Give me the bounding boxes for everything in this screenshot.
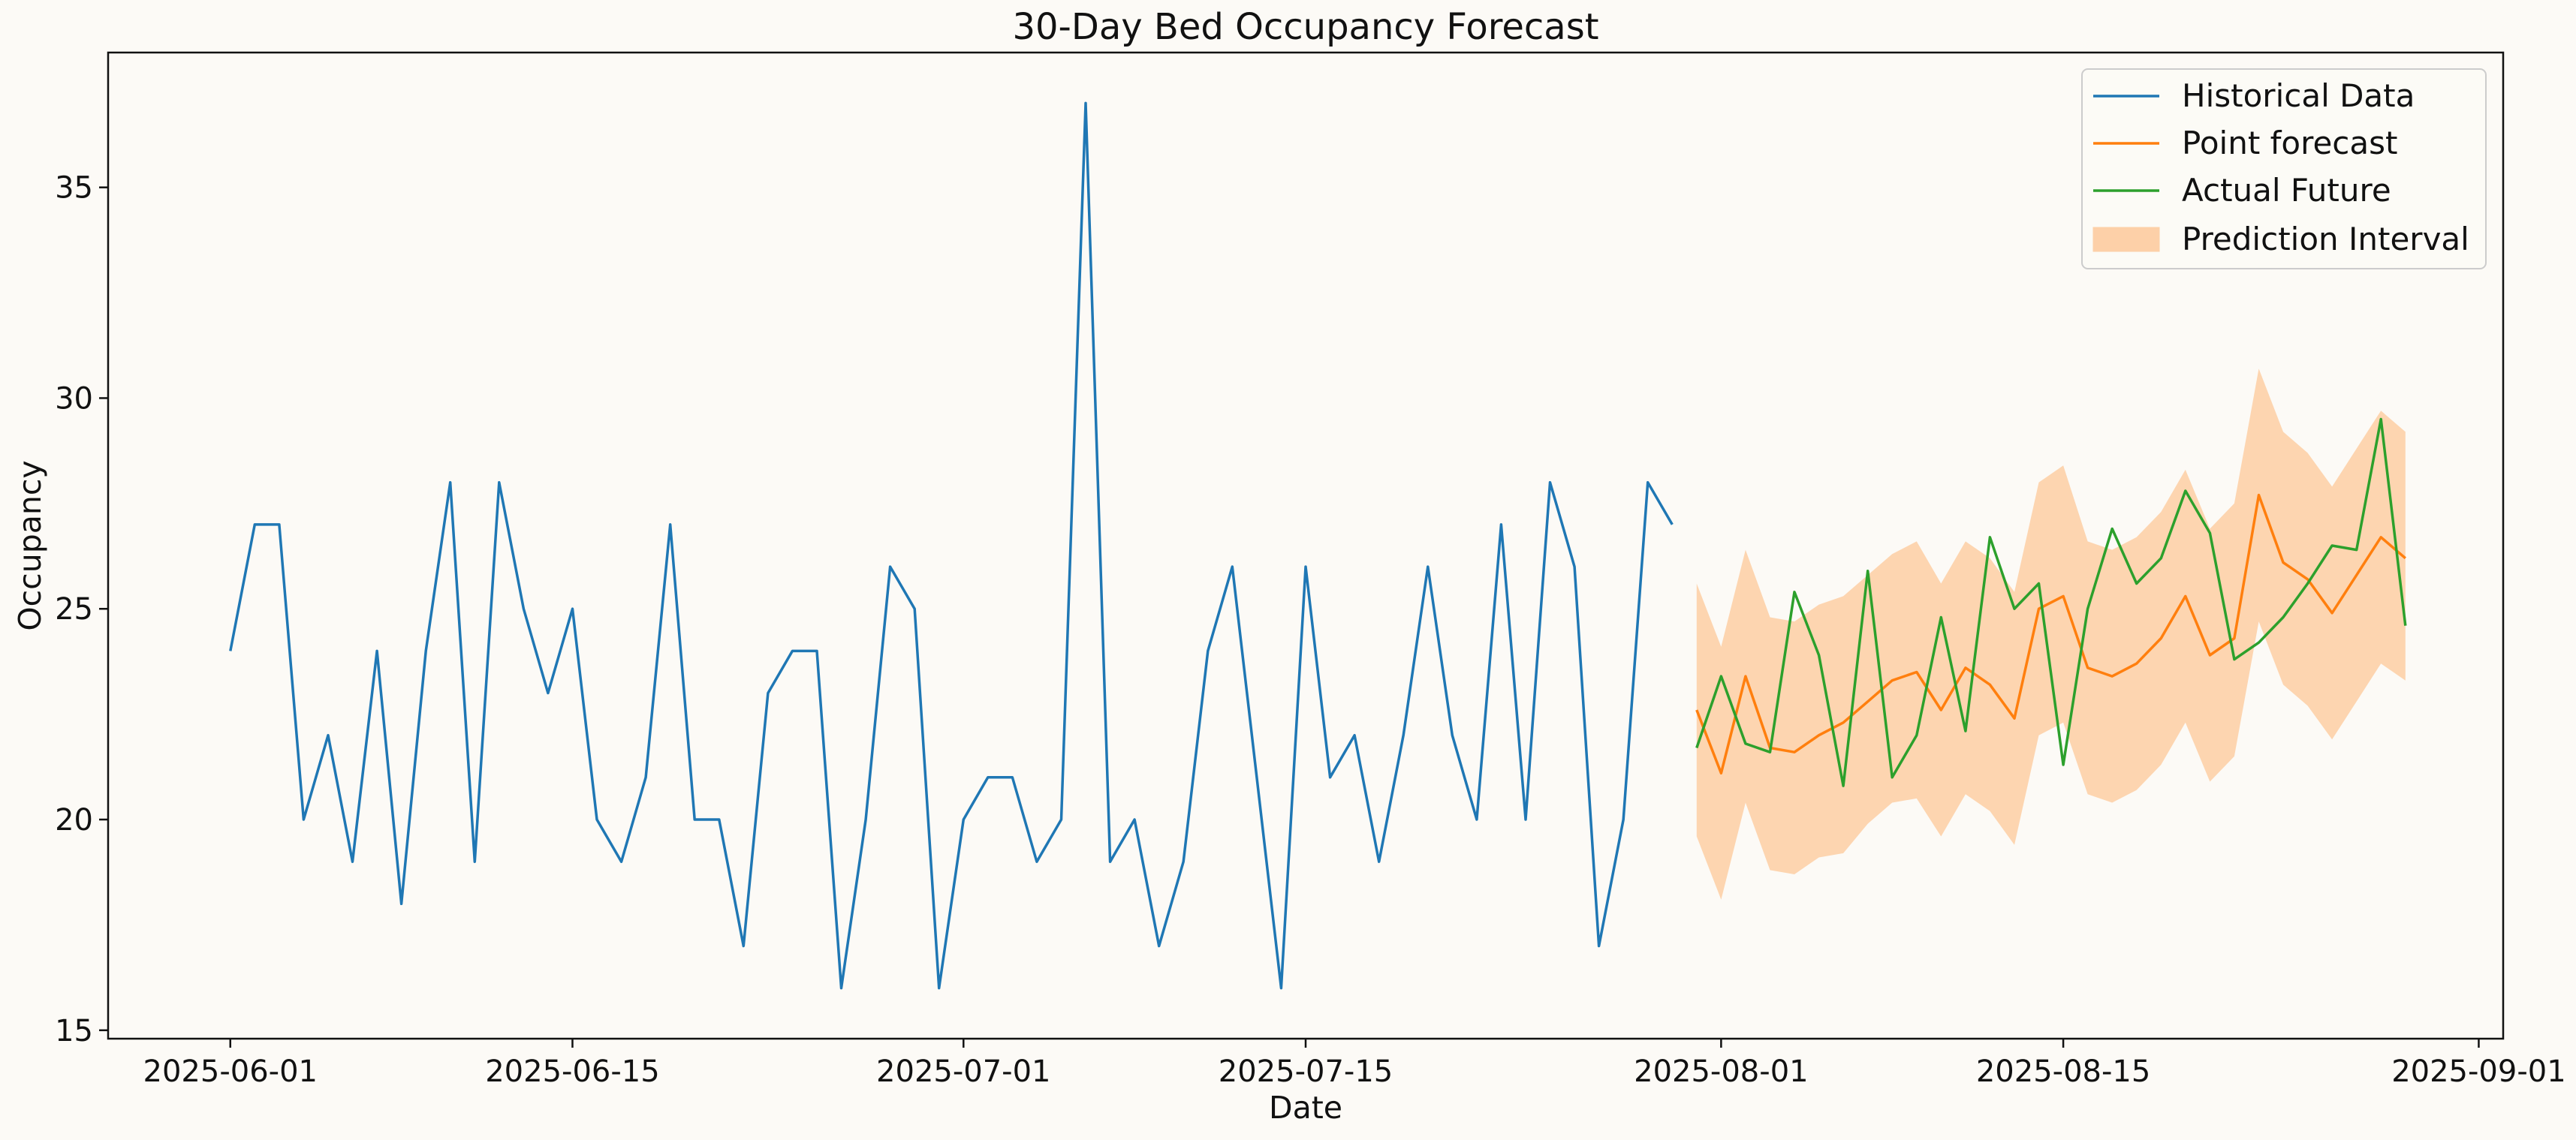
legend: Historical Data Point forecast Actual Fu… bbox=[2081, 68, 2487, 269]
legend-label-historical: Historical Data bbox=[2182, 77, 2415, 114]
legend-label-forecast: Point forecast bbox=[2182, 125, 2397, 161]
series-line-point-forecast bbox=[1695, 493, 2406, 775]
y-tick-label: 25 bbox=[55, 592, 93, 627]
series-line-historical bbox=[229, 101, 1674, 990]
series-line-actual-future bbox=[1695, 417, 2407, 787]
x-tick-label: 2025-07-15 bbox=[1219, 1054, 1393, 1089]
legend-box bbox=[2081, 68, 2487, 269]
plot-area bbox=[107, 51, 2505, 1040]
y-axis-label: Occupancy bbox=[12, 460, 48, 630]
series-layer bbox=[229, 101, 2407, 990]
x-tick-label: 2025-08-01 bbox=[1634, 1054, 1808, 1089]
legend-swatch-interval bbox=[2092, 227, 2160, 252]
chart-title: 30-Day Bed Occupancy Forecast bbox=[1012, 6, 1598, 48]
x-axis: 2025-06-01 2025-06-15 2025-07-01 2025-07-15… bbox=[143, 1039, 2566, 1089]
x-tick-label: 2025-06-01 bbox=[143, 1054, 318, 1089]
x-tick-label: 2025-09-01 bbox=[2391, 1054, 2565, 1089]
legend-label-interval: Prediction Interval bbox=[2182, 221, 2469, 257]
x-axis-label: Date bbox=[1269, 1090, 1342, 1126]
y-tick-label: 15 bbox=[55, 1014, 93, 1048]
y-tick-label: 20 bbox=[55, 803, 93, 838]
legend-label-actual: Actual Future bbox=[2182, 172, 2391, 209]
y-tick-label: 35 bbox=[55, 171, 93, 206]
y-axis: 15 20 25 30 35 bbox=[55, 171, 108, 1048]
x-tick-label: 2025-06-15 bbox=[485, 1054, 659, 1089]
prediction-interval-band bbox=[1696, 368, 2406, 900]
y-tick-label: 30 bbox=[55, 381, 93, 416]
prediction-interval-layer bbox=[1696, 368, 2406, 900]
x-tick-label: 2025-07-01 bbox=[876, 1054, 1050, 1089]
x-tick-label: 2025-08-15 bbox=[1976, 1054, 2150, 1089]
